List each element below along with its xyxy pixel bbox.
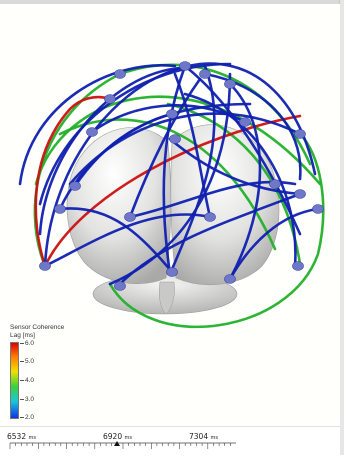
sensor-marker <box>294 129 306 139</box>
legend-subtitle: Lag [ms] <box>10 332 35 339</box>
time-start-label: 6532 ms <box>7 432 36 441</box>
legend-label: 5.0 <box>25 358 35 365</box>
legend-tick <box>20 380 24 381</box>
sensor-marker <box>114 281 126 291</box>
coherence-connections <box>18 62 325 328</box>
sensor-marker <box>224 274 236 284</box>
legend-tick <box>20 399 24 400</box>
brain-model <box>66 124 280 315</box>
brain-scene[interactable] <box>0 4 340 426</box>
coherence-arc <box>43 213 212 268</box>
time-ruler-scale <box>9 441 236 449</box>
coherence-arc <box>90 104 247 134</box>
colorbar <box>10 342 19 419</box>
sensor-marker <box>239 117 251 127</box>
sensor-marker <box>104 94 116 104</box>
sensor-marker <box>292 261 304 271</box>
legend-label-min: 2.0 <box>25 414 35 421</box>
coherence-arc <box>34 95 112 268</box>
sensor-marker <box>124 212 136 222</box>
coherence-arc <box>58 112 174 211</box>
sensor-marker <box>312 204 324 214</box>
sensor-marker <box>294 189 306 199</box>
sensor-marker <box>269 179 281 189</box>
time-ruler[interactable]: 6532 ms 6920 ms 7304 ms <box>0 426 340 456</box>
coherence-arc <box>166 102 302 266</box>
legend-title-text: Sensor Coherence <box>10 324 65 331</box>
sensor-marker <box>39 261 51 271</box>
coherence-arc <box>18 63 177 186</box>
legend-tick <box>20 343 24 344</box>
coherence-arc <box>203 72 302 181</box>
sensor-marker <box>54 204 66 214</box>
coherence-arc <box>183 64 302 236</box>
sensor-marker <box>86 127 98 137</box>
coherence-arc <box>173 72 212 219</box>
sensor-marker <box>179 61 191 71</box>
legend-label: 3.0 <box>25 396 35 403</box>
coherence-arc <box>162 64 187 276</box>
coherence-arc <box>58 118 277 251</box>
legend-label: 4.0 <box>25 377 35 384</box>
coherence-arc <box>228 82 262 281</box>
coherence-arc <box>228 207 320 281</box>
sensor-array <box>39 61 324 291</box>
legend-title: Sensor Coherence Lag [ms] <box>10 324 64 340</box>
sensor-marker <box>69 181 81 191</box>
sensor-marker <box>199 69 211 79</box>
legend-label-max: 6.0 <box>25 340 35 347</box>
coherence-arc <box>183 92 297 268</box>
coherence-arc <box>38 66 182 236</box>
time-mid-label: 6920 ms <box>103 432 132 441</box>
left-hemisphere <box>66 127 172 284</box>
coherence-arc <box>38 62 232 206</box>
coherence-arc <box>128 77 202 219</box>
sensor-marker <box>166 267 178 277</box>
legend-tick <box>20 417 24 418</box>
time-cursor-marker[interactable] <box>114 441 120 446</box>
coherence-arc <box>108 132 325 328</box>
legend-tick <box>20 361 24 362</box>
sensor-marker <box>224 79 236 89</box>
sensor-marker <box>166 109 178 119</box>
time-end-label: 7304 ms <box>189 432 218 441</box>
sensor-marker <box>169 134 181 144</box>
sensor-marker <box>204 212 216 222</box>
brainstem <box>159 281 175 315</box>
coherence-arc <box>34 95 322 186</box>
coherence-arc <box>58 207 174 274</box>
3d-viewport[interactable]: Sensor Coherence Lag [ms] 6.0 5.0 4.0 3.… <box>0 4 340 426</box>
sensor-marker <box>114 69 126 79</box>
